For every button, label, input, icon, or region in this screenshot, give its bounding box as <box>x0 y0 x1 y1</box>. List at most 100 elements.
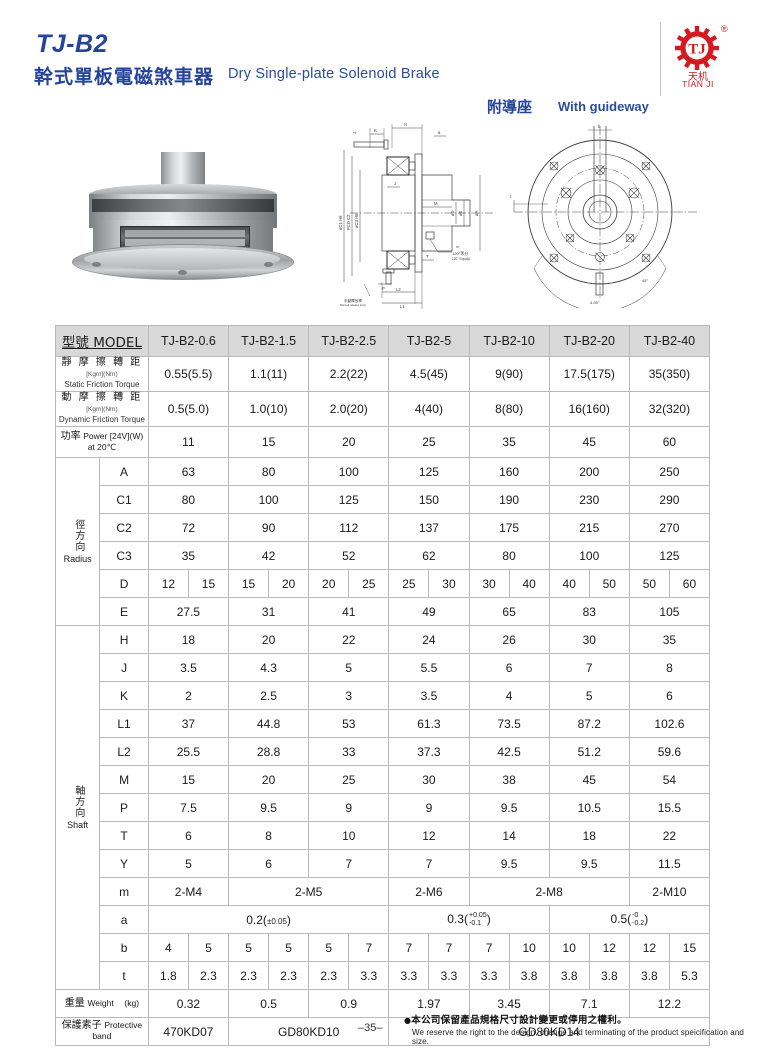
nameplate-line-2 <box>125 239 245 246</box>
tolerance-value: ±0.05 <box>266 916 287 926</box>
nameplate-line-1 <box>125 230 245 237</box>
table-cell: 11 <box>147 426 230 458</box>
table-cell: 12 <box>388 821 470 850</box>
tolerance-base: 0.2( <box>246 912 267 927</box>
page-subtitle-cn: 幹式單板電磁煞車器 <box>34 66 215 88</box>
table-cell: 4.5(45) <box>388 356 470 392</box>
photo-flange-inner <box>84 248 280 270</box>
table-cell: 18 <box>147 625 230 654</box>
table-cell: 125 <box>308 485 390 514</box>
table-cell: 250 <box>628 457 711 486</box>
table-cell: 2.3 <box>187 961 230 990</box>
table-cell: 8 <box>227 821 310 850</box>
table-cell: 7.1 <box>548 989 630 1018</box>
row-dim-H: 軸方向 Shaft H 18 20 22 24 26 30 35 <box>54 625 711 990</box>
row-dynamic-torque: 動 摩 擦 轉 距 [Kgm](Nm) Dynamic Friction Torq… <box>55 391 711 427</box>
table-cell: 49 <box>388 597 470 626</box>
svg-text:45°: 45° <box>642 278 648 283</box>
model-col-4: TJ-B2-10 <box>468 325 550 357</box>
row-dim-Y: Y 5 6 7 7 9.5 9.5 11.5 <box>56 849 711 878</box>
table-cell: 5 <box>308 933 350 962</box>
registered-trademark-icon: ® <box>721 24 728 34</box>
dim-label: C3 <box>99 541 149 570</box>
guideway-label-en: With guideway <box>558 99 649 114</box>
dim-label: Y <box>99 849 149 878</box>
table-cell: 15 <box>187 569 230 598</box>
dim-label: J <box>99 653 149 682</box>
dynamic-torque-cn: 動 摩 擦 轉 距 <box>61 392 143 404</box>
table-cell: 2-M6 <box>388 877 470 906</box>
table-cell: 5 <box>227 933 270 962</box>
table-cell: 83 <box>548 597 630 626</box>
tolerance-base: 0.5( <box>610 911 632 926</box>
table-cell: 9.5 <box>468 849 550 878</box>
svg-text:PCD C2: PCD C2 <box>346 214 351 230</box>
table-cell: 7 <box>348 933 390 962</box>
model-col-0: TJ-B2-0.6 <box>147 325 230 357</box>
table-cell: 63 <box>147 457 230 486</box>
table-cell: 3 <box>308 681 390 710</box>
svg-text:120° Equally: 120° Equally <box>452 257 470 261</box>
power-cn: 功率 <box>60 430 81 442</box>
table-cell: 60 <box>668 569 711 598</box>
table-cell: 15 <box>668 933 711 962</box>
table-cell: 9.5 <box>548 849 630 878</box>
table-cell: 7 <box>308 849 390 878</box>
table-cell: 87.2 <box>548 709 630 738</box>
dim-label: D <box>99 569 149 598</box>
shaft-group-label: 軸方向 Shaft <box>54 625 101 990</box>
svg-text:4-90°: 4-90° <box>590 300 600 305</box>
table-cell: GD80KD10 <box>227 1017 390 1046</box>
radius-group-label: 徑方向 Radius <box>54 457 101 626</box>
table-cell: 8 <box>628 653 711 682</box>
table-cell: 3.3 <box>428 961 470 990</box>
model-header-label: 型號 MODEL <box>61 335 142 351</box>
table-cell: 4.3 <box>227 653 310 682</box>
table-cell: 200 <box>548 457 630 486</box>
table-cell: 12 <box>628 933 670 962</box>
table-cell: 31 <box>227 597 310 626</box>
dim-label: a <box>99 905 149 934</box>
row-dim-b: b 4 5 5 5 5 7 7 7 7 10 10 12 12 15 <box>56 933 711 962</box>
table-cell: 175 <box>468 513 550 542</box>
svg-text:øC1 H8: øC1 H8 <box>338 215 343 230</box>
table-cell: 3.5 <box>388 681 470 710</box>
svg-text:t: t <box>510 194 512 199</box>
table-cell: 5.3 <box>668 961 711 990</box>
table-cell: 35 <box>468 426 550 458</box>
table-cell: 72 <box>147 513 230 542</box>
row-static-torque: 靜 摩 擦 轉 距 [Kgm](Nm) Static Friction Torqu… <box>55 356 711 392</box>
table-cell: 4(40) <box>388 391 470 427</box>
dim-label: C1 <box>99 485 149 514</box>
table-cell: 15 <box>227 426 310 458</box>
radius-group-cn: 徑方向 <box>72 519 84 552</box>
svg-text:øA: øA <box>474 210 479 216</box>
static-torque-en: Static Friction Torque <box>64 379 140 389</box>
table-cell: 6 <box>468 653 550 682</box>
table-cell: 27.5 <box>147 597 230 626</box>
gear-icon: TJ <box>675 26 719 70</box>
row-dim-a: a 0.2(±0.05) 0.3(+0.05 -0.1) 0.5(-0 -0.2) <box>56 905 711 934</box>
table-cell: 290 <box>628 485 711 514</box>
table-cell: GD80KD14 <box>388 1017 710 1046</box>
disclaimer: ●本公司保留產品規格尺寸設計變更或停用之權利。 We reserve the r… <box>404 1012 760 1046</box>
table-cell: 25.5 <box>147 737 230 766</box>
table-cell-tolerance: 0.5(-0 -0.2) <box>548 905 711 934</box>
weight-cn: 重量 <box>64 997 85 1009</box>
table-cell: 80 <box>468 541 550 570</box>
table-cell: 2-M8 <box>468 877 630 906</box>
svg-text:K: K <box>374 128 377 133</box>
table-cell: 15 <box>227 569 270 598</box>
dim-label: t <box>99 961 149 990</box>
model-col-1: TJ-B2-1.5 <box>227 325 310 357</box>
table-cell: 51.2 <box>548 737 630 766</box>
table-cell: 62 <box>388 541 470 570</box>
svg-text:H: H <box>404 122 407 127</box>
svg-text:120°等分: 120°等分 <box>452 250 468 256</box>
tolerance-lower: -0.1 <box>468 919 482 927</box>
table-cell: 3.8 <box>548 961 590 990</box>
table-cell: 73.5 <box>468 709 550 738</box>
dim-label: E <box>99 597 149 626</box>
photo-bolt-hole <box>92 262 101 267</box>
